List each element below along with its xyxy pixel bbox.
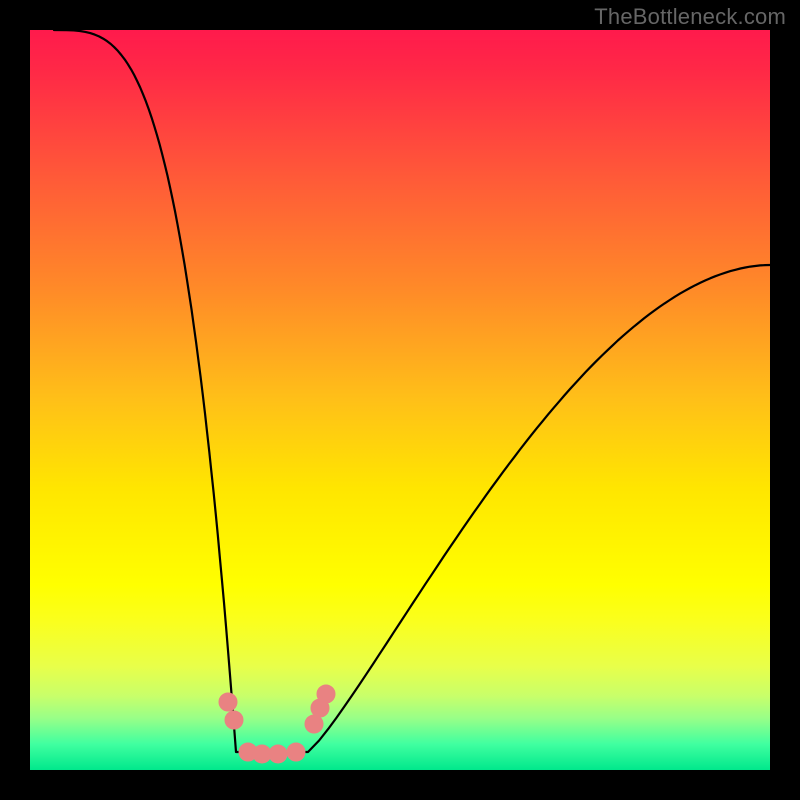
marker-point [305,715,323,733]
marker-point [253,745,271,763]
watermark-text: TheBottleneck.com [594,4,786,30]
marker-point [269,745,287,763]
marker-point [317,685,335,703]
chart-svg [0,0,800,800]
marker-point [287,743,305,761]
marker-point [219,693,237,711]
gradient-background [30,30,770,770]
marker-point [225,711,243,729]
chart-frame: TheBottleneck.com [0,0,800,800]
